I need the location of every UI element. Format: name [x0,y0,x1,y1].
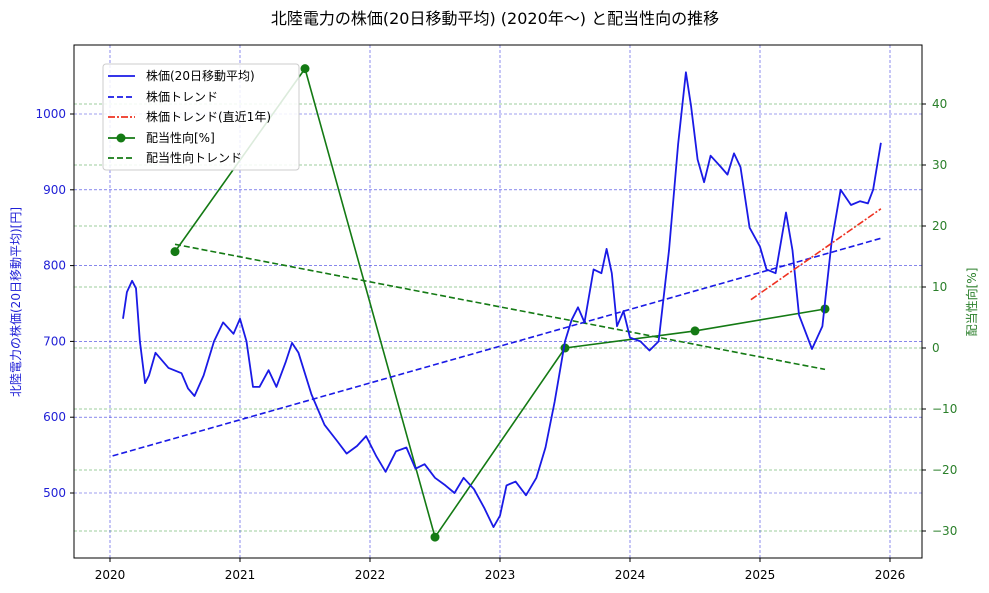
legend-item-price: 株価(20日移動平均) [108,68,255,83]
legend-item-price-trend-recent: 株価トレンド(直近1年) [108,109,271,124]
legend-label-payout: 配当性向[%] [146,130,215,145]
x-tick-label: 2023 [485,568,516,582]
series-marker [170,247,180,257]
legend-label-price: 株価(20日移動平均) [146,68,255,83]
right-tick-label: 0 [932,341,940,355]
series-line [112,237,882,457]
right-tick-label: 10 [932,280,947,294]
grid-x [109,45,891,558]
right-tick-label: 30 [932,158,947,172]
x-tick-label: 2026 [875,568,906,582]
left-tick-label: 700 [43,334,66,348]
plot-frame [73,44,923,559]
x-tick-label: 2025 [745,568,776,582]
right-axis-ticks: −30 −20 −10 0 10 20 30 40 [922,97,957,538]
legend-item-payout-trend: 配当性向トレンド [108,150,242,165]
series-layer [112,64,882,542]
grid-left [74,113,922,494]
right-tick-label: 40 [932,97,947,111]
left-axis-ticks: 500 600 700 800 900 1000 [35,107,74,500]
right-tick-label: 20 [932,219,947,233]
x-tick-label: 2024 [615,568,646,582]
legend-label-payout-trend: 配当性向トレンド [146,150,242,165]
legend-marker-payout [116,133,126,143]
legend-box [102,63,300,171]
series-marker [690,326,700,336]
left-tick-label: 900 [43,183,66,197]
left-axis-label: 北陸電力の株価(20日移動平均)[円] [8,207,23,397]
x-tick-label: 2021 [225,568,256,582]
left-tick-label: 1000 [35,107,66,121]
left-tick-label: 500 [43,486,66,500]
series-line [750,208,882,301]
legend-item-payout: 配当性向[%] [108,130,215,145]
right-tick-label: −10 [932,402,957,416]
right-tick-label: −30 [932,524,957,538]
left-tick-label: 800 [43,259,66,273]
x-axis-ticks: 2020 2021 2022 2023 2024 2025 2026 [95,558,906,582]
right-axis-label: 配当性向[%] [964,268,979,337]
chart-title: 北陸電力の株価(20日移動平均) (2020年〜) と配当性向の推移 [271,9,719,28]
legend-label-price-trend-recent: 株価トレンド(直近1年) [146,109,271,124]
series-marker [430,532,440,542]
legend-label-price-trend: 株価トレンド [146,89,218,104]
legend-item-price-trend: 株価トレンド [108,89,218,104]
legend: 株価(20日移動平均) 株価トレンド 株価トレンド(直近1年) 配当性向[%] … [102,63,300,171]
left-tick-label: 600 [43,410,66,424]
series-marker [300,64,310,74]
right-tick-label: −20 [932,463,957,477]
x-tick-label: 2022 [355,568,386,582]
series-line [174,243,826,371]
series-line [122,71,882,528]
x-tick-label: 2020 [95,568,126,582]
